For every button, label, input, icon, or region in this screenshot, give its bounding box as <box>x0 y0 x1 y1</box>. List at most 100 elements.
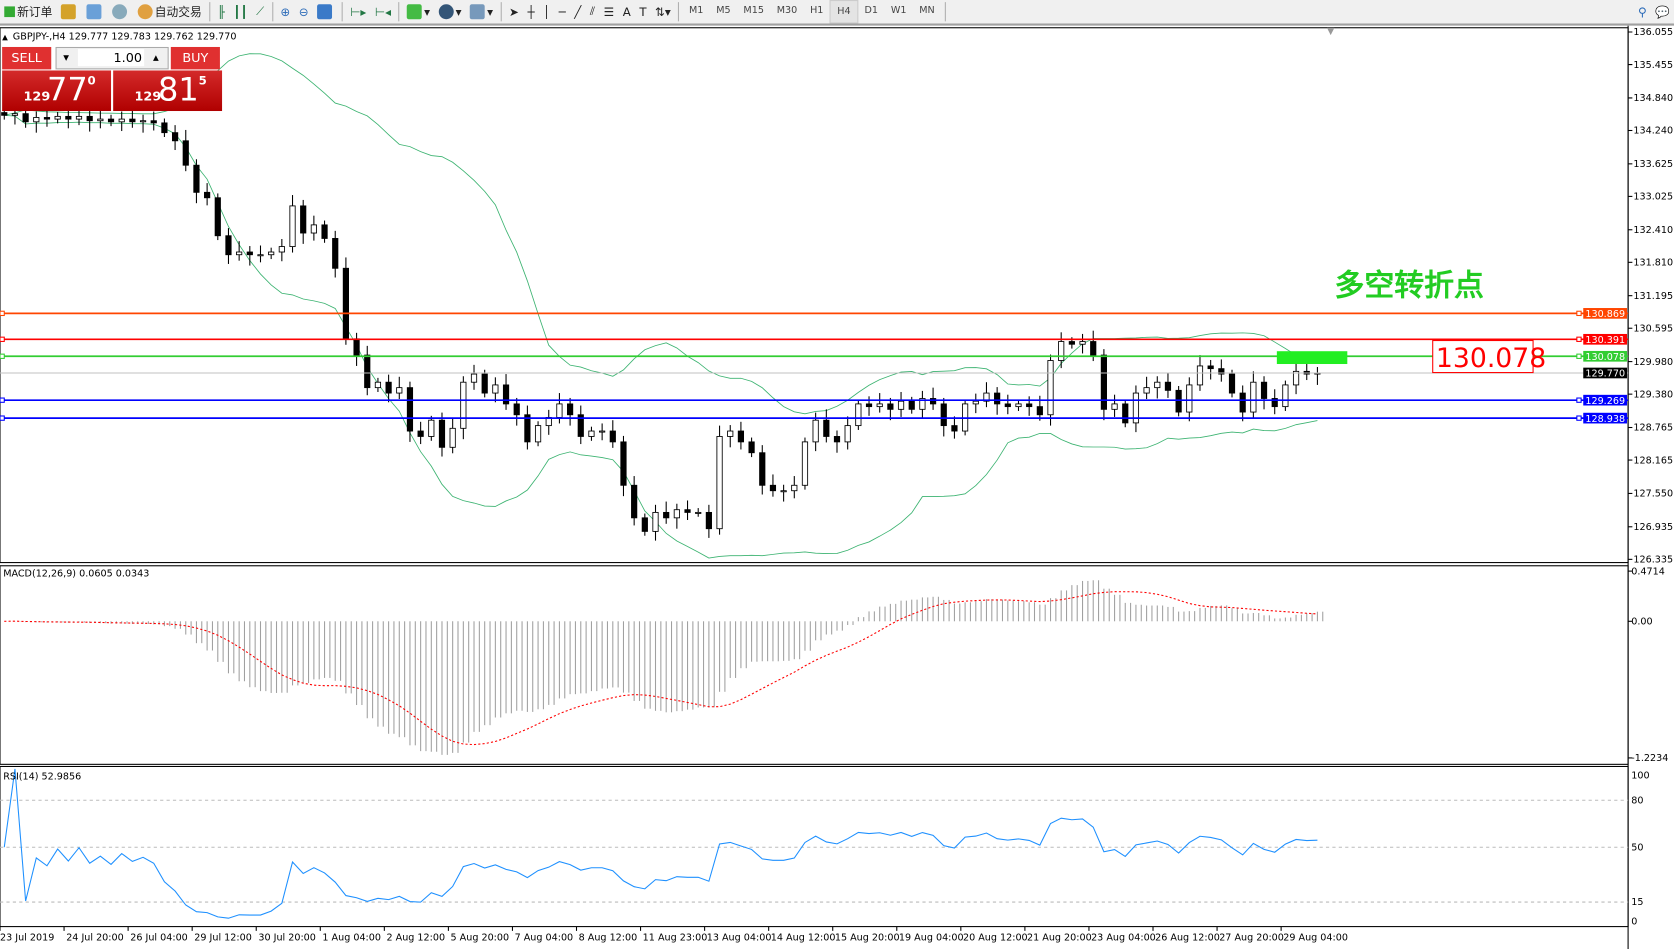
level-handle <box>0 336 5 342</box>
time-tick-label: 7 Aug 04:00 <box>515 932 574 943</box>
price-tick-label: 129.980 <box>1633 357 1673 368</box>
timeframe-mn[interactable]: MN <box>919 5 935 17</box>
indicators-button[interactable]: ▾ <box>403 1 435 22</box>
tile-windows-button[interactable] <box>313 1 339 22</box>
zoom-out-button[interactable]: ⊖ <box>294 1 312 22</box>
buy-price-button[interactable]: 129 81 5 <box>113 70 223 112</box>
candle <box>972 393 979 414</box>
candle-body <box>107 118 115 123</box>
candle-body <box>278 246 285 253</box>
candlestick-button[interactable]: ┃┃ <box>229 1 252 22</box>
time-tick-label: 19 Aug 04:00 <box>899 932 964 943</box>
channel-button[interactable]: ⫽ <box>586 1 600 22</box>
timeframe-d1[interactable]: D1 <box>864 5 879 17</box>
candle <box>236 241 243 261</box>
price-tick-label: 135.455 <box>1633 60 1673 71</box>
horizontal-line-button[interactable]: ─ <box>554 1 570 22</box>
navigator-button[interactable] <box>82 1 108 22</box>
candle-body <box>492 384 499 394</box>
candle <box>353 332 360 366</box>
templates-button[interactable]: ▾ <box>466 1 498 22</box>
market-watch-icon <box>60 4 76 20</box>
candle <box>1228 369 1236 398</box>
auto-trading-button[interactable]: 自动交易 <box>133 1 206 22</box>
macd-tick-label: 0.4714 <box>1631 566 1665 577</box>
candle-body <box>1068 341 1075 345</box>
price-tick-label: 134.240 <box>1633 126 1673 137</box>
candle-body <box>695 511 702 514</box>
candle <box>983 382 990 408</box>
lot-decrease-button[interactable]: ▼ <box>63 53 70 62</box>
candle <box>684 500 691 521</box>
highlight-rectangle <box>1276 351 1348 365</box>
timeframe-h1[interactable]: H1 <box>810 5 824 17</box>
candle-body <box>534 425 542 443</box>
rsi-tick-label: 100 <box>1631 771 1649 782</box>
bar-chart-button[interactable]: ╟ <box>214 1 230 22</box>
candle-body <box>150 120 157 124</box>
candle-body <box>855 403 862 427</box>
zoom-in-button[interactable]: ⊕ <box>276 1 294 22</box>
candle <box>876 393 883 413</box>
fibonacci-button[interactable]: ☰ <box>599 1 618 22</box>
candle-body <box>791 484 798 492</box>
cursor-button[interactable]: ➤ <box>505 1 523 22</box>
candle-body <box>801 441 809 486</box>
candle <box>396 376 403 400</box>
autoscroll-button[interactable]: ⊢▸ <box>346 1 371 22</box>
price-level-tag-label: 130.078 <box>1585 352 1625 363</box>
candle <box>1026 396 1033 416</box>
signals-button[interactable] <box>108 1 134 22</box>
crosshair-button[interactable]: ┼ <box>523 1 539 22</box>
price-level-tag <box>1583 412 1628 424</box>
candle-body <box>823 419 830 437</box>
candle <box>385 374 392 403</box>
arrows-button[interactable]: ⇅▾ <box>651 1 675 22</box>
candle-body <box>1282 384 1289 408</box>
search-button[interactable]: ⚲ <box>1634 1 1651 22</box>
candle <box>577 405 584 445</box>
chart-shift-button[interactable]: ⊢◂ <box>371 1 396 22</box>
vertical-line-button[interactable]: │ <box>539 1 555 22</box>
candle-body <box>75 115 83 120</box>
timeframe-m30[interactable]: M30 <box>776 5 798 17</box>
price-level-tag <box>1583 308 1628 319</box>
candle <box>865 396 873 416</box>
periods-icon <box>438 4 454 20</box>
level-handle <box>0 397 5 403</box>
timeframe-h4[interactable]: H4 <box>829 0 859 24</box>
chart-area[interactable]: GBPJPY-,H4 129.777 129.783 129.762 129.7… <box>0 25 1674 949</box>
price-tick-label: 126.935 <box>1633 522 1673 533</box>
timeframe-w1[interactable]: W1 <box>890 5 907 17</box>
price-level-tag-label: 130.391 <box>1585 335 1625 346</box>
sell-price-button[interactable]: 129 77 0 <box>2 70 112 112</box>
candle <box>705 504 712 538</box>
trendline-button[interactable]: ╱ <box>570 1 586 22</box>
timeframe-m5[interactable]: M5 <box>716 5 731 17</box>
candle-body <box>663 511 670 519</box>
lot-size-input[interactable]: 1.00 <box>77 49 145 67</box>
buy-button[interactable]: BUY <box>170 46 220 70</box>
candle <box>951 416 958 439</box>
candle <box>748 437 755 458</box>
timeframe-m1[interactable]: M1 <box>688 5 704 17</box>
candle <box>588 426 595 441</box>
periods-button[interactable]: ▾ <box>434 1 466 22</box>
candle-body <box>641 517 648 532</box>
lot-size-stepper[interactable]: ▼ 1.00 ▲ <box>55 46 169 70</box>
text-label-button[interactable]: T <box>635 1 651 22</box>
text-button[interactable]: A <box>618 1 635 22</box>
buy-price-prefix: 129 <box>134 88 162 104</box>
timeframe-m15[interactable]: M15 <box>743 5 764 17</box>
new-order-button[interactable]: 新订单 <box>0 1 57 22</box>
community-button[interactable]: 💬 <box>1651 1 1674 22</box>
sell-button[interactable]: SELL <box>2 46 52 70</box>
market-watch-button[interactable] <box>57 1 83 22</box>
candle <box>438 412 446 457</box>
candle-body <box>396 387 403 394</box>
line-chart-button[interactable]: ⟋ <box>252 1 269 22</box>
lot-increase-button[interactable]: ▲ <box>152 53 159 62</box>
candle-body <box>257 254 264 257</box>
candle-body <box>300 205 307 234</box>
price-level-tag <box>1583 333 1628 345</box>
